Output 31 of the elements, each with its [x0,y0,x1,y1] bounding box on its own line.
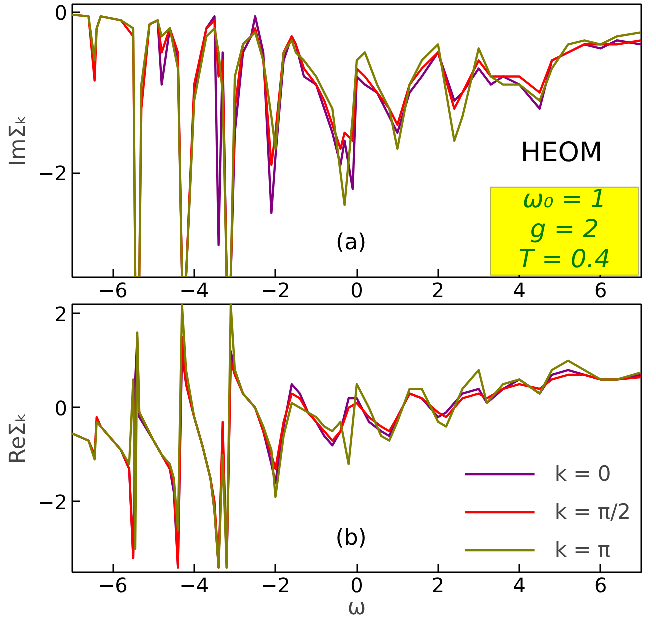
legend-label: k = 0 [554,462,612,486]
annotation: (b) [336,526,367,552]
x-tick-label: −2 [260,574,290,598]
annotation: g = 2 [530,214,599,244]
y-tick-label: 2 [54,302,68,326]
annotation: T = 0.4 [518,244,611,274]
x-tick-label: 0 [350,278,364,302]
x-tick-label: −4 [180,278,210,302]
x-tick-label: 4 [513,278,526,302]
x-axis-title: ω [348,596,366,620]
legend-label: k = π [554,538,611,562]
y-axis-title: ImΣₖ [6,115,32,167]
x-tick-label: −6 [98,574,128,598]
y-tick-label: −2 [38,162,68,186]
x-tick-label: 0 [350,574,364,598]
y-tick-label: 0 [54,396,68,420]
x-tick-label: −2 [260,278,290,302]
annotation: (a) [336,230,367,256]
x-tick-label: −6 [98,278,128,302]
x-tick-label: 6 [594,278,608,302]
x-tick-label: 2 [432,278,445,302]
y-tick-label: −2 [38,490,68,514]
annotation: ω₀ = 1 [522,184,607,214]
x-tick-label: 4 [513,574,526,598]
x-tick-label: 6 [594,574,608,598]
y-axis-title: ReΣₖ [6,412,32,464]
y-tick-label: 0 [54,1,68,26]
legend-label: k = π/2 [554,500,631,524]
x-tick-label: 2 [432,574,445,598]
x-tick-label: −4 [180,574,210,598]
annotation: HEOM [520,137,603,168]
